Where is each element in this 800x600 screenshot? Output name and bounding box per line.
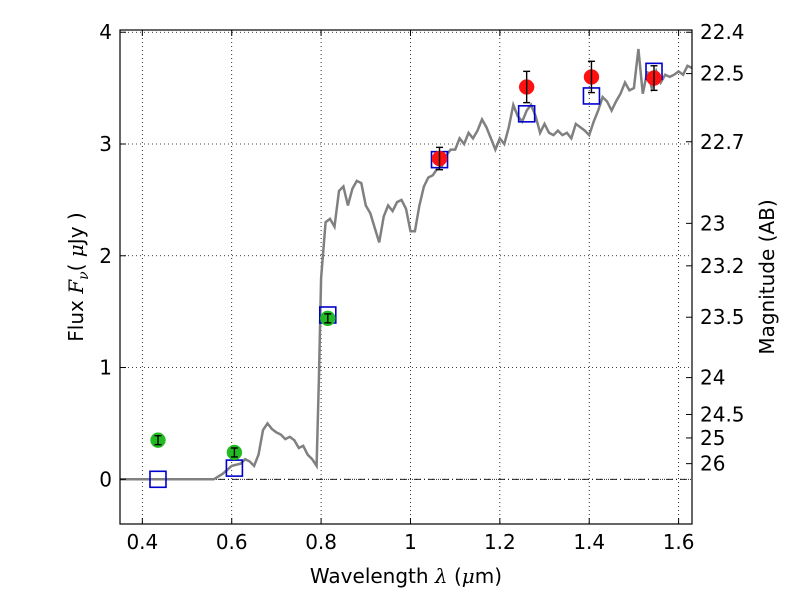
y2-tick-label: 23.5 (700, 305, 745, 329)
x-tick-label: 1.2 (484, 530, 516, 554)
x-axis-title-unit-greek: μ (462, 564, 475, 588)
plot-frame (119, 29, 693, 525)
y-axis-title-subscript: ν (76, 271, 92, 280)
y-axis-title-symbol: F (64, 279, 88, 295)
y-axis-title: Flux Fν( μJy ) (64, 212, 92, 341)
y-axis-title-paren-open: ( (64, 257, 88, 271)
grid (120, 30, 692, 524)
y2-axis-title: Magnitude (AB) (755, 199, 779, 354)
y-axis-title-unit-greek: μ (64, 244, 88, 257)
model-flux-square (517, 105, 536, 123)
y2-tick-label: 24 (700, 366, 725, 390)
x-axis-title: Wavelength λ (μm) (310, 564, 502, 588)
y2-tick-label: 22.5 (700, 62, 745, 86)
series-layer (120, 48, 693, 489)
spectrum-line (120, 48, 693, 481)
y2-tick-label: 24.5 (700, 402, 745, 426)
y-tick-label: 3 (99, 132, 112, 156)
x-axis-title-prefix: Wavelength (310, 564, 435, 588)
x-tick-label: 0.6 (216, 530, 248, 554)
x-tick-label: 1 (404, 530, 417, 554)
x-tick-label: 0.4 (126, 530, 158, 554)
x-tick-label: 0.8 (305, 530, 337, 554)
x-axis-title-symbol: λ (434, 564, 448, 588)
y2-tick-label: 23 (700, 211, 725, 235)
y-tick-label: 2 (99, 244, 112, 268)
x-axis-title-unit-open: ( (448, 564, 462, 588)
y2-tick-label: 22.7 (700, 130, 745, 154)
x-axis-title-unit: m) (475, 564, 502, 588)
y2-tick-label: 25 (700, 426, 725, 450)
y-axis-title-prefix: Flux (64, 294, 88, 342)
y-axis-title-unit: Jy (64, 226, 88, 246)
y-tick-label: 1 (99, 356, 112, 380)
y2-tick-label: 26 (700, 452, 725, 476)
y-tick-label: 4 (99, 20, 112, 44)
y2-tick-label: 22.4 (700, 20, 745, 44)
x-tick-label: 1.4 (573, 530, 605, 554)
x-tick-label: 1.6 (663, 530, 695, 554)
y-axis-title-paren-close: ) (64, 212, 88, 226)
model-flux-square (149, 470, 167, 489)
y2-tick-label: 23.2 (700, 254, 745, 278)
y-tick-label: 0 (99, 467, 112, 491)
